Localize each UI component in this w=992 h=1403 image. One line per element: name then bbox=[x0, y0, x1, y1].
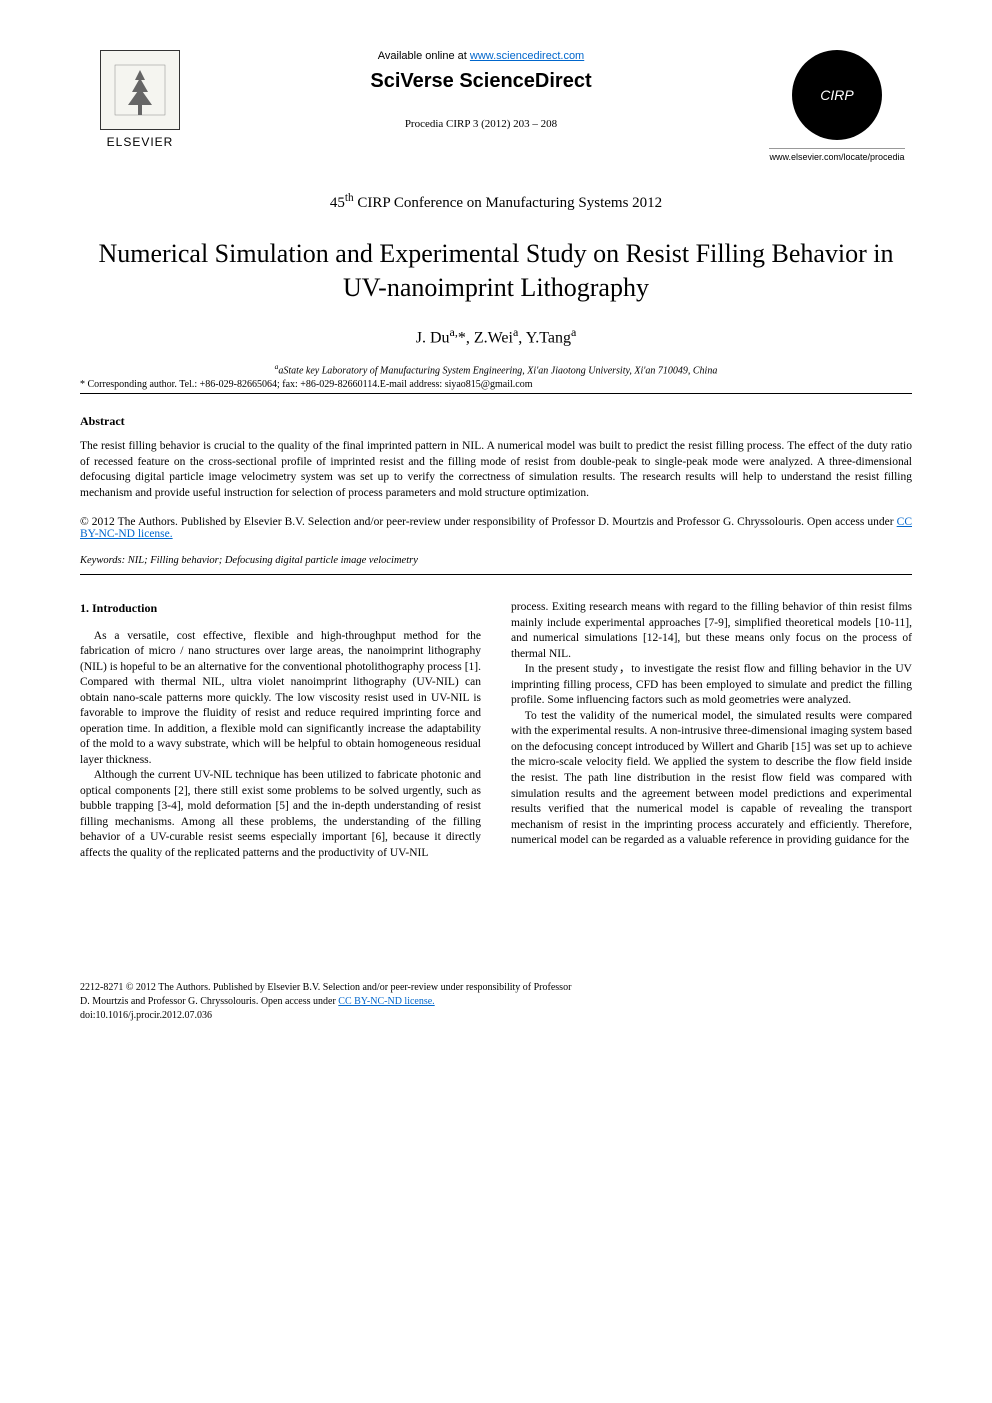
page-header: ELSEVIER Available online at www.science… bbox=[80, 50, 912, 162]
body-columns: 1. Introduction As a versatile, cost eff… bbox=[80, 600, 912, 861]
body-paragraph: In the present study，to investigate the … bbox=[511, 662, 912, 709]
keywords-line: Keywords: NIL; Filling behavior; Defocus… bbox=[80, 555, 912, 575]
elsevier-tree-icon bbox=[100, 50, 180, 130]
sciverse-brand: SciVerse ScienceDirect bbox=[370, 70, 591, 93]
keywords-text: NIL; Filling behavior; Defocusing digita… bbox=[128, 555, 418, 566]
page-footer: 2212-8271 © 2012 The Authors. Published … bbox=[80, 981, 912, 1023]
footer-copyright-2: D. Mourtzis and Professor G. Chryssolour… bbox=[80, 995, 912, 1009]
footer-open-access: Open access under bbox=[261, 996, 338, 1007]
body-paragraph: To test the validity of the numerical mo… bbox=[511, 709, 912, 849]
paper-title: Numerical Simulation and Experimental St… bbox=[80, 237, 912, 305]
cirp-label: CIRP bbox=[820, 87, 853, 103]
footer-doi: doi:10.1016/j.procir.2012.07.036 bbox=[80, 1009, 912, 1023]
available-online-text: Available online at www.sciencedirect.co… bbox=[378, 50, 584, 62]
footer-license-link[interactable]: CC BY-NC-ND license. bbox=[338, 996, 434, 1007]
cirp-url-text: www.elsevier.com/locate/procedia bbox=[769, 148, 904, 162]
copyright-main: © 2012 The Authors. Published by Elsevie… bbox=[80, 516, 807, 528]
affiliation-content: aState key Laboratory of Manufacturing S… bbox=[278, 365, 717, 376]
body-paragraph: As a versatile, cost effective, flexible… bbox=[80, 629, 481, 769]
abstract-text: The resist filling behavior is crucial t… bbox=[80, 439, 912, 501]
corresponding-author: * Corresponding author. Tel.: +86-029-82… bbox=[80, 379, 912, 394]
footer-line2-text: D. Mourtzis and Professor G. Chryssolour… bbox=[80, 996, 261, 1007]
cirp-logo-icon: CIRP bbox=[792, 50, 882, 140]
center-header: Available online at www.sciencedirect.co… bbox=[200, 50, 762, 130]
cirp-logo-block: CIRP www.elsevier.com/locate/procedia bbox=[762, 50, 912, 162]
open-access-prefix: Open access under bbox=[807, 516, 897, 528]
elsevier-logo-block: ELSEVIER bbox=[80, 50, 200, 149]
procedia-reference: Procedia CIRP 3 (2012) 203 – 208 bbox=[405, 118, 557, 130]
abstract-heading: Abstract bbox=[80, 414, 912, 429]
available-prefix: Available online at bbox=[378, 50, 470, 62]
authors-line: J. Dua,*, Z.Weia, Y.Tanga bbox=[80, 325, 912, 347]
section-1-heading: 1. Introduction bbox=[80, 600, 481, 616]
body-paragraph: process. Exiting research means with reg… bbox=[511, 600, 912, 662]
affiliation-text: aaState key Laboratory of Manufacturing … bbox=[80, 362, 912, 376]
copyright-text: © 2012 The Authors. Published by Elsevie… bbox=[80, 516, 912, 540]
conference-title: 45th CIRP Conference on Manufacturing Sy… bbox=[80, 192, 912, 212]
left-column: 1. Introduction As a versatile, cost eff… bbox=[80, 600, 481, 861]
body-paragraph: Although the current UV-NIL technique ha… bbox=[80, 768, 481, 861]
keywords-label: Keywords: bbox=[80, 555, 128, 566]
elsevier-label: ELSEVIER bbox=[107, 135, 174, 149]
right-column: process. Exiting research means with reg… bbox=[511, 600, 912, 861]
footer-copyright-1: 2212-8271 © 2012 The Authors. Published … bbox=[80, 981, 912, 995]
sciencedirect-link[interactable]: www.sciencedirect.com bbox=[470, 50, 584, 62]
